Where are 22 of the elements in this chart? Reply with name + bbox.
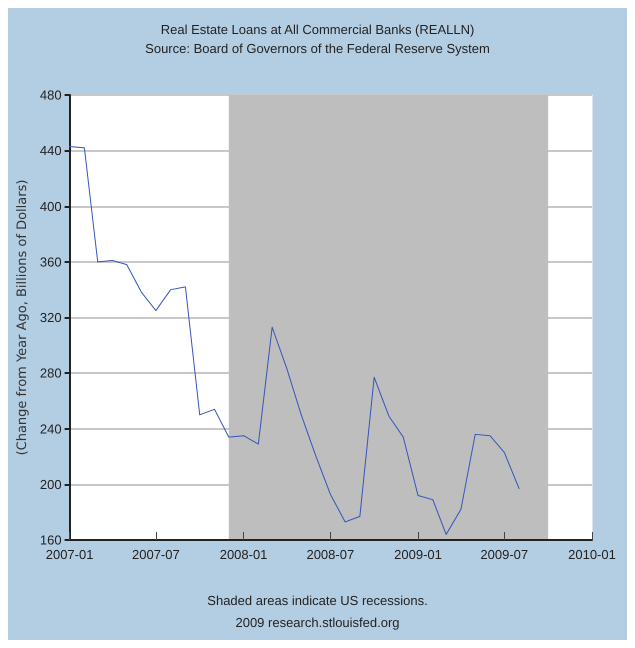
y-tick-label: 240 bbox=[40, 421, 62, 436]
x-tick-label: 2010-01 bbox=[568, 547, 616, 562]
x-tick-label: 2007-01 bbox=[46, 547, 94, 562]
text: 2009 research.stlouisfed.org bbox=[235, 615, 400, 630]
y-tick-label: 360 bbox=[40, 254, 62, 270]
x-tick-label: 2009-01 bbox=[394, 547, 442, 562]
y-tick-label: 400 bbox=[40, 198, 62, 214]
y-tick-label: 200 bbox=[40, 476, 62, 492]
y-tick-label: 280 bbox=[40, 366, 62, 381]
x-tick-label: 2008-07 bbox=[306, 547, 354, 562]
y-tick-label: 320 bbox=[40, 310, 62, 325]
chart-title: Real Estate Loans at All Commercial Banks (REALLN) bbox=[160, 22, 474, 37]
chart-subtitle: Source: Board of Governors of the Federal Reserve System bbox=[145, 41, 490, 56]
y-tick-label: 480 bbox=[40, 88, 62, 102]
x-tick-label: 2009-07 bbox=[480, 547, 528, 562]
y-tick-label: 440 bbox=[40, 143, 62, 158]
text: Shaded areas indicate US recessions. bbox=[207, 593, 428, 608]
x-tick-label: 2007-07 bbox=[132, 547, 180, 562]
y-tick-label: 160 bbox=[40, 532, 62, 548]
y-axis-title: (Change from Year Ago, Billions of Dollars) bbox=[15, 180, 30, 456]
x-tick-label: 2008-01 bbox=[220, 547, 268, 562]
line-series bbox=[69, 146, 520, 535]
